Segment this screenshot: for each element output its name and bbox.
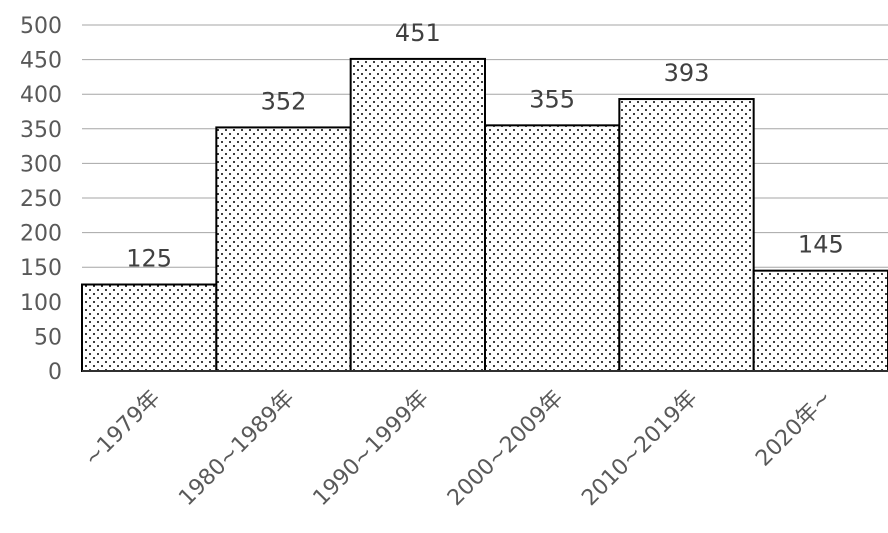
data-label: 451 (395, 19, 441, 47)
y-tick-label: 200 (20, 222, 62, 247)
x-tick-label: 1980~1989年 (174, 386, 299, 511)
data-label: 145 (798, 231, 844, 259)
data-labels: 125 352 451 355 393 145 (126, 19, 843, 273)
x-tick-label: 2010~2019年 (577, 386, 702, 511)
bar (618, 98, 755, 372)
data-label: 125 (126, 245, 172, 273)
bar (349, 57, 486, 373)
y-tick-label: 100 (20, 291, 62, 316)
y-tick-label: 500 (20, 14, 62, 39)
data-label: 352 (261, 87, 307, 115)
x-axis-categories: ~1979年 1980~1989年 1990~1999年 2000~2009年 2010… (80, 386, 838, 511)
x-tick-label: 2000~2009年 (443, 386, 568, 511)
x-tick-label: 2020年~ (751, 386, 837, 472)
bar (484, 124, 621, 372)
y-tick-label: 50 (34, 325, 62, 350)
y-tick-label: 250 (20, 187, 62, 212)
bar (752, 269, 888, 372)
y-tick-label: 150 (20, 256, 62, 281)
data-label: 355 (529, 85, 575, 113)
x-tick-label: ~1979年 (80, 386, 166, 472)
y-tick-label: 350 (20, 118, 62, 143)
y-tick-label: 0 (48, 360, 62, 385)
y-tick-label: 450 (20, 49, 62, 74)
y-tick-label: 400 (20, 83, 62, 108)
bars (81, 57, 888, 373)
y-tick-label: 300 (20, 152, 62, 177)
x-tick-label: 1990~1999年 (309, 386, 434, 511)
data-label: 393 (664, 59, 710, 87)
bar (215, 126, 352, 372)
y-axis-ticks: 0 50 100 150 200 250 300 350 400 450 500 (20, 14, 62, 385)
bar (81, 283, 218, 372)
